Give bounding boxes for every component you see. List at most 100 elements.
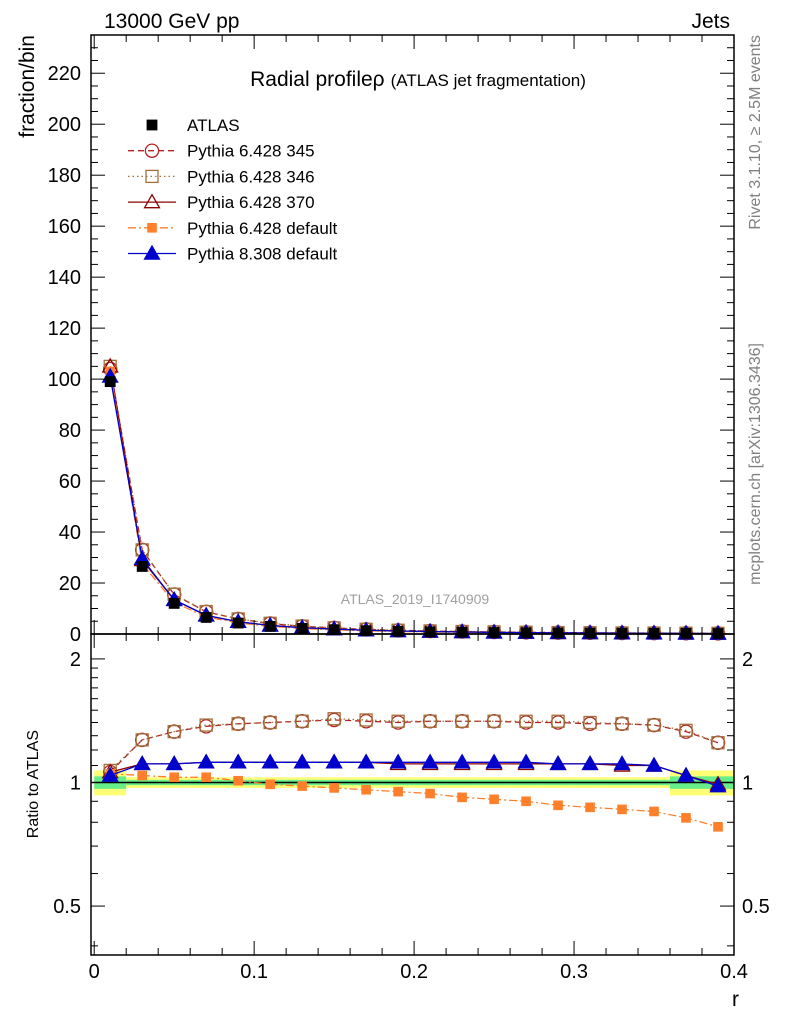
marker-square [711, 736, 725, 750]
ratio-line [110, 773, 719, 828]
marker-triangle [165, 755, 183, 771]
title-sub: (ATLAS jet fragmentation) [391, 71, 586, 90]
y-tick-label-top: 60 [59, 471, 81, 493]
title-main: Radial profile [250, 68, 373, 91]
x-tick-label: 0 [89, 961, 100, 983]
marker-triangle [485, 753, 503, 769]
marker-triangle [613, 755, 631, 771]
marker-triangle [143, 244, 161, 260]
legend-label: ATLAS [187, 116, 240, 135]
marker-triangle [517, 753, 535, 769]
y-tick-label-top: 200 [48, 114, 81, 136]
marker-square [329, 783, 339, 793]
y-tick-label-top: 140 [48, 267, 81, 289]
marker-square [231, 717, 245, 731]
legend-label: Pythia 6.428 370 [187, 193, 315, 212]
ratio-panel-frame [90, 633, 735, 956]
x-tick-label: 0.4 [720, 961, 748, 983]
y-tick-label-bottom: 0.5 [53, 896, 81, 918]
marker-circle [144, 143, 160, 158]
y-tick-label-top: 160 [48, 216, 81, 238]
header-right: Jets [691, 10, 730, 33]
marker-square [713, 821, 723, 832]
marker-data [552, 627, 564, 639]
marker-triangle [709, 777, 727, 793]
marker-square [169, 772, 179, 783]
rivet-label: Rivet 3.1.10, ≥ 2.5M events [747, 35, 764, 230]
x-tick-label: 0.2 [400, 961, 428, 983]
y-axis-label-bottom: Ratio to ATLAS [25, 730, 42, 838]
marker-square [145, 169, 159, 184]
marker-square [649, 806, 659, 817]
marker-square [585, 802, 595, 813]
marker-triangle [389, 753, 407, 769]
marker-square [361, 784, 371, 795]
marker-square [167, 725, 181, 739]
marker-square [679, 723, 693, 737]
marker-data [232, 617, 244, 629]
marker-square [297, 781, 307, 791]
marker-square [147, 223, 157, 233]
y-tick-label-bottom-right: 0.5 [742, 896, 770, 918]
y-tick-label-top: 120 [48, 318, 81, 340]
marker-square [489, 794, 499, 805]
legend-label: Pythia 6.428 346 [187, 167, 315, 186]
marker-data [264, 620, 276, 632]
x-tick-label: 0.3 [560, 961, 588, 983]
marker-data [392, 625, 404, 637]
marker-data [584, 627, 596, 639]
x-axis-label: r [732, 988, 739, 1011]
marker-data [168, 598, 180, 609]
marker-square [265, 779, 275, 790]
marker-triangle [645, 756, 663, 772]
marker-triangle [421, 753, 439, 769]
marker-data [200, 612, 212, 623]
legend-label: Pythia 8.308 default [187, 245, 338, 264]
marker-triangle [101, 766, 119, 782]
marker-square [457, 792, 467, 803]
y-tick-label-top: 40 [59, 522, 81, 544]
marker-square [681, 813, 691, 823]
y-tick-label-bottom-right: 2 [742, 649, 753, 671]
ratio-line [109, 719, 719, 773]
marker-data [456, 626, 468, 638]
header-left: 13000 GeV pp [104, 10, 239, 33]
analysis-watermark: ATLAS_2019_I1740909 [341, 591, 490, 607]
y-tick-label-top: 20 [59, 573, 81, 595]
marker-data [488, 627, 500, 638]
marker-triangle [229, 753, 247, 769]
marker-square [455, 714, 469, 728]
marker-data [136, 561, 148, 572]
marker-square [135, 733, 149, 747]
marker-square [615, 717, 629, 731]
marker-triangle [453, 753, 471, 769]
ratio-panel-marks [101, 712, 727, 832]
legend-label: Pythia 6.428 default [187, 219, 338, 238]
marker-square [391, 714, 405, 728]
legend-label: Pythia 6.428 345 [187, 142, 315, 161]
marker-square [423, 714, 437, 728]
marker-square [583, 715, 597, 730]
marker-triangle [677, 766, 695, 782]
y-tick-label-bottom: 2 [70, 649, 81, 671]
marker-square [201, 772, 211, 783]
marker-square [551, 714, 565, 728]
marker-data [146, 119, 158, 131]
marker-square [359, 713, 373, 727]
marker-square [521, 796, 531, 807]
marker-square [295, 714, 309, 728]
y-tick-label-bottom: 1 [70, 772, 81, 794]
marker-triangle [261, 753, 279, 769]
axes: 0 0.1 0.2 0.3 0.4 0 20 40 60 80 100 120 140 160 180 200… [48, 34, 770, 983]
marker-square [137, 770, 147, 781]
marker-triangle [581, 755, 599, 771]
marker-square [233, 775, 243, 786]
marker-data [296, 622, 308, 634]
marker-square [425, 788, 435, 799]
marker-triangle [143, 193, 161, 209]
y-tick-label-bottom-right: 1 [742, 772, 753, 794]
marker-triangle [357, 753, 375, 769]
mcplots-label: mcplots.cern.ch [arXiv:1306.3436] [747, 343, 764, 585]
marker-data [328, 624, 340, 636]
